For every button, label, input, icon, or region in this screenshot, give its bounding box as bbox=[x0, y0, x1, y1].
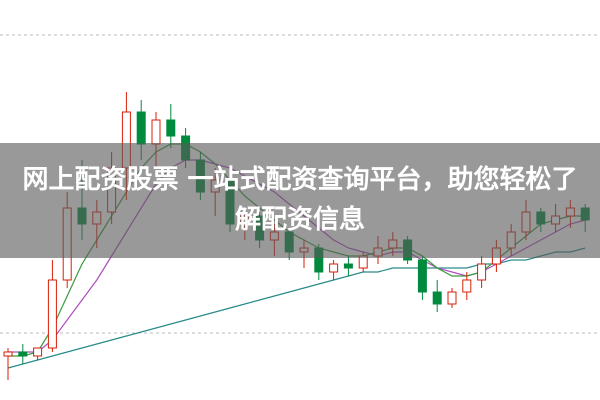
candle-body bbox=[432, 291, 442, 305]
candle-body bbox=[462, 279, 472, 293]
candle-body bbox=[18, 351, 28, 357]
candle-body bbox=[151, 119, 161, 145]
candle-body bbox=[33, 347, 43, 357]
candle-body bbox=[136, 111, 146, 145]
banner-title: 网上配资股票 一站式配资查询平台，助您轻松了解配资信息 bbox=[22, 165, 578, 235]
moving-average-line bbox=[7, 247, 586, 369]
candle-body bbox=[343, 263, 353, 269]
banner bbox=[0, 143, 600, 258]
candle-body bbox=[417, 259, 427, 293]
candle-body bbox=[166, 119, 176, 137]
candle-body bbox=[447, 291, 457, 305]
candle-body bbox=[47, 279, 57, 349]
candle-body bbox=[3, 351, 13, 357]
candle-body bbox=[329, 263, 339, 273]
candle-body bbox=[477, 263, 487, 281]
